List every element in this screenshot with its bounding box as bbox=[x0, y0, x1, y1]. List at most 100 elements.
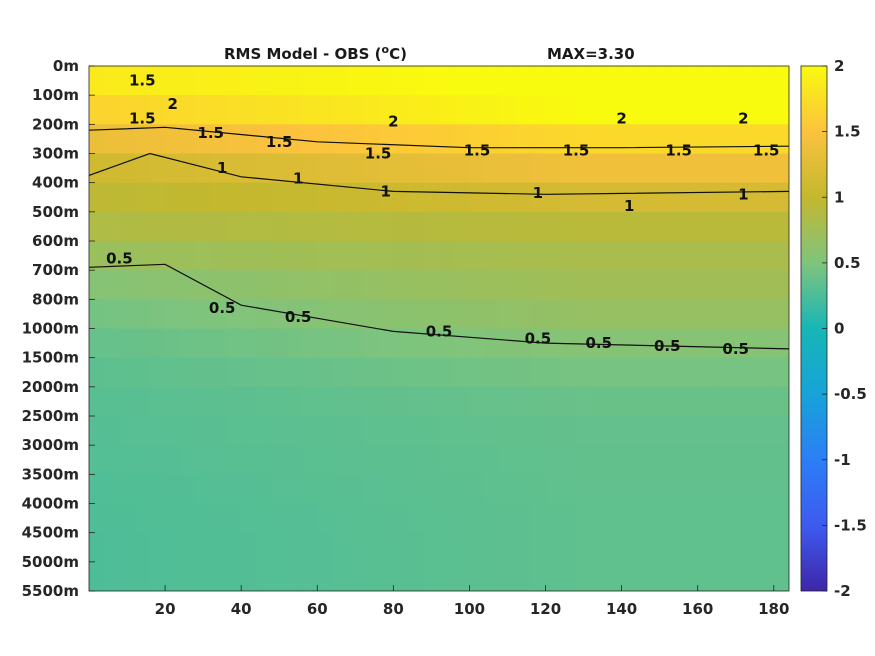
heatmap-cell bbox=[180, 386, 197, 417]
heatmap-cell bbox=[652, 386, 668, 417]
heatmap-cell bbox=[180, 66, 197, 96]
heatmap-cell bbox=[134, 357, 151, 388]
heatmap-cell bbox=[149, 445, 166, 475]
heatmap-cell bbox=[712, 503, 729, 534]
heatmap-cell bbox=[104, 211, 121, 242]
heatmap-cell bbox=[575, 561, 592, 591]
heatmap-cell bbox=[758, 328, 775, 359]
heatmap-cell bbox=[667, 182, 684, 213]
heatmap-cell bbox=[134, 153, 151, 184]
heatmap-cell bbox=[317, 124, 334, 155]
heatmap-cell bbox=[393, 66, 410, 96]
heatmap-cell bbox=[484, 124, 501, 155]
heatmap-cell bbox=[728, 503, 744, 534]
heatmap-cell bbox=[134, 299, 151, 330]
heatmap-cell bbox=[697, 503, 714, 534]
heatmap-cell bbox=[606, 445, 623, 475]
heatmap-cell bbox=[575, 503, 592, 534]
heatmap-cell bbox=[393, 386, 410, 417]
heatmap-cell bbox=[317, 153, 334, 184]
y-tick-label: 0m bbox=[53, 57, 79, 75]
heatmap-cell bbox=[667, 66, 684, 96]
heatmap-cell bbox=[225, 357, 242, 388]
heatmap-cell bbox=[530, 328, 547, 359]
x-tick-label: 180 bbox=[758, 600, 789, 618]
heatmap-cell bbox=[682, 416, 699, 446]
heatmap-cell bbox=[454, 474, 471, 505]
heatmap-cell bbox=[743, 503, 760, 534]
heatmap-cell bbox=[560, 474, 577, 505]
heatmap-cell bbox=[621, 503, 638, 534]
heatmap-cell bbox=[271, 95, 288, 125]
heatmap-cell bbox=[256, 416, 273, 446]
heatmap-cell bbox=[408, 532, 425, 563]
heatmap-cell bbox=[515, 328, 531, 359]
contour-label: 0.5 bbox=[285, 308, 312, 326]
heatmap-cell bbox=[469, 299, 486, 330]
heatmap-cell bbox=[423, 153, 440, 184]
heatmap-cell bbox=[636, 95, 653, 125]
heatmap-cell bbox=[347, 416, 364, 446]
y-tick-label: 2500m bbox=[22, 407, 79, 425]
heatmap-cell bbox=[195, 445, 212, 475]
heatmap-cell bbox=[317, 532, 334, 563]
heatmap-cell bbox=[165, 95, 181, 125]
heatmap-cell bbox=[499, 299, 516, 330]
heatmap-cell bbox=[89, 561, 105, 591]
heatmap-cell bbox=[621, 153, 638, 184]
heatmap-cell bbox=[378, 270, 394, 300]
heatmap-cell bbox=[575, 474, 592, 505]
heatmap-cell bbox=[347, 503, 364, 534]
heatmap-cell bbox=[743, 182, 760, 213]
heatmap-cell bbox=[408, 124, 425, 155]
heatmap-cell bbox=[697, 66, 714, 96]
heatmap-cell bbox=[530, 153, 547, 184]
contour-labels: 1.5 2 1.5 1.5 1.5 1.5 1.5 1.5 1.5 1.5 2 2 2 1 1 1 1 1 1 0.5… bbox=[106, 72, 779, 358]
heatmap-cell bbox=[621, 124, 638, 155]
heatmap-cell bbox=[682, 474, 699, 505]
heatmap-cell bbox=[423, 386, 440, 417]
heatmap-cell bbox=[636, 153, 653, 184]
contour-label: 0.5 bbox=[722, 340, 749, 358]
heatmap-cell bbox=[119, 241, 136, 271]
heatmap-cell bbox=[606, 503, 623, 534]
heatmap-cell bbox=[591, 270, 607, 300]
heatmap-cell bbox=[302, 270, 318, 300]
heatmap-cell bbox=[286, 153, 303, 184]
heatmap-cell bbox=[271, 416, 288, 446]
heatmap-cell bbox=[302, 503, 318, 534]
heatmap-cell bbox=[636, 503, 653, 534]
heatmap-cell bbox=[286, 328, 303, 359]
heatmap-cell bbox=[606, 211, 623, 242]
heatmap-cell bbox=[575, 182, 592, 213]
heatmap-cell bbox=[560, 386, 577, 417]
heatmap-cell bbox=[347, 153, 364, 184]
heatmap-cell bbox=[225, 416, 242, 446]
heatmap-cell bbox=[728, 474, 744, 505]
heatmap-cell bbox=[469, 532, 486, 563]
heatmap-cell bbox=[393, 241, 410, 271]
heatmap-cell bbox=[454, 270, 471, 300]
heatmap-cell bbox=[697, 182, 714, 213]
heatmap-cell bbox=[439, 124, 455, 155]
heatmap-cell bbox=[362, 386, 379, 417]
colorbar-tick-label: -1.5 bbox=[834, 516, 867, 534]
heatmap-cell bbox=[454, 182, 471, 213]
heatmap-cell bbox=[302, 357, 318, 388]
colorbar-tick-label: -1 bbox=[834, 451, 851, 469]
contour-line-1 bbox=[89, 152, 789, 195]
heatmap-cell bbox=[545, 270, 562, 300]
y-tick-label: 5500m bbox=[22, 582, 79, 600]
heatmap-cell bbox=[652, 95, 668, 125]
heatmap-cell bbox=[667, 299, 684, 330]
heatmap-cell bbox=[89, 386, 105, 417]
heatmap-cell bbox=[773, 357, 789, 388]
heatmap-cell bbox=[256, 561, 273, 591]
heatmap-cell bbox=[773, 299, 789, 330]
colorbar-tick-label: 2 bbox=[834, 57, 844, 75]
heatmap-cell bbox=[241, 270, 257, 300]
heatmap-cell bbox=[499, 124, 516, 155]
heatmap-cell bbox=[225, 211, 242, 242]
heatmap-cell bbox=[256, 241, 273, 271]
heatmap-cell bbox=[545, 386, 562, 417]
